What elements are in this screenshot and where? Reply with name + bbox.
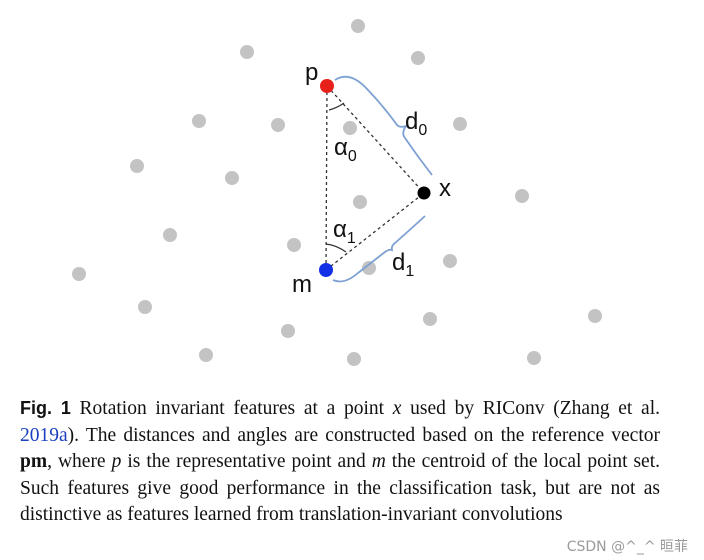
- line-m-x: [325, 192, 425, 271]
- figure-caption: Fig. 1 Rotation invariant features at a …: [20, 395, 660, 529]
- brace-d1: [332, 215, 426, 283]
- background-point: [353, 195, 367, 209]
- watermark: CSDN @^_^ 晅菲: [566, 539, 688, 555]
- label-m: m: [292, 271, 312, 298]
- point-m: [319, 263, 333, 277]
- background-point: [192, 114, 206, 128]
- label-d0: d0: [405, 108, 427, 139]
- figure-label: Fig. 1: [20, 398, 71, 418]
- background-point: [347, 352, 361, 366]
- background-point: [130, 159, 144, 173]
- background-point: [411, 51, 425, 65]
- label-alpha1: α1: [333, 216, 356, 247]
- caption-text-1: Rotation invariant features at a point: [70, 398, 393, 419]
- caption-var-p: p: [111, 451, 122, 472]
- background-point: [443, 254, 457, 268]
- background-point: [271, 118, 285, 132]
- angle-arc-alpha1: [325, 243, 347, 253]
- point-p: [320, 79, 334, 93]
- label-alpha0: α0: [334, 134, 357, 165]
- point-x: [417, 186, 431, 200]
- background-point: [287, 238, 301, 252]
- background-point: [225, 171, 239, 185]
- background-point: [240, 45, 254, 59]
- background-point: [588, 309, 602, 323]
- background-point: [199, 348, 213, 362]
- caption-text-3: ). The distances and angles are construc…: [67, 424, 660, 446]
- background-point: [343, 121, 357, 135]
- background-point: [163, 228, 177, 242]
- caption-var-x: x: [392, 398, 402, 419]
- background-point: [423, 312, 437, 326]
- background-points: [72, 19, 602, 366]
- caption-var-m: m: [371, 451, 386, 472]
- label-p: p: [305, 59, 318, 86]
- caption-text-2: used by RIConv (Zhang et al.: [401, 398, 660, 419]
- brace-d0: [334, 75, 433, 176]
- background-point: [362, 261, 376, 275]
- caption-text-4: , where: [47, 451, 112, 472]
- label-d1: d1: [392, 249, 414, 280]
- caption-vector-pm: pm: [20, 451, 48, 472]
- background-point: [281, 324, 295, 338]
- background-point: [453, 117, 467, 131]
- angle-arc-alpha0: [328, 102, 345, 111]
- label-x: x: [439, 175, 451, 202]
- citation-link[interactable]: 2019a: [20, 424, 68, 446]
- figure-diagram: p m x d0 d1 α0 α1: [72, 19, 602, 366]
- line-p-m: [325, 85, 328, 271]
- caption-text-5: is the representative point and: [121, 451, 372, 472]
- background-point: [138, 300, 152, 314]
- background-point: [351, 19, 365, 33]
- background-point: [527, 351, 541, 365]
- background-point: [515, 189, 529, 203]
- caption-text-6: the centroid of the local point set. Suc…: [20, 451, 661, 525]
- background-point: [72, 267, 86, 281]
